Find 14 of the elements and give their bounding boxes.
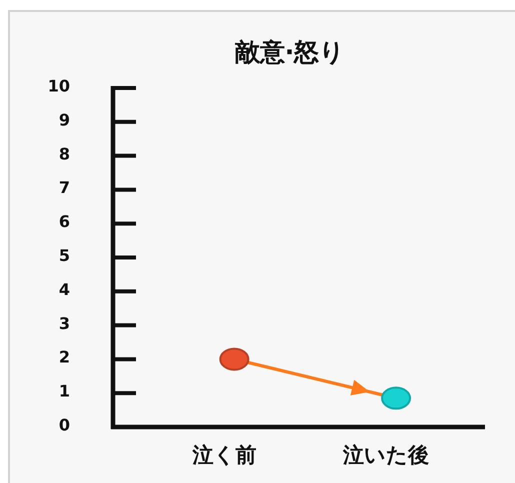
y-tick-label: 4	[58, 280, 70, 299]
chart-title: 敵意·怒り	[234, 38, 346, 66]
y-tick-label: 2	[58, 348, 70, 367]
y-tick-label: 10	[48, 76, 70, 96]
y-tick-label: 9	[58, 110, 70, 130]
y-tick-label: 3	[58, 314, 70, 333]
x-tick-label: 泣く前	[191, 443, 256, 467]
y-tick-label: 0	[58, 416, 70, 434]
y-tick-label: 1	[58, 382, 70, 401]
x-tick-label: 泣いた後	[342, 443, 430, 467]
y-tick-label: 7	[58, 178, 70, 198]
y-tick-label: 8	[58, 144, 70, 164]
y-tick-label: 6	[58, 212, 70, 232]
y-tick-label: 5	[58, 246, 70, 265]
